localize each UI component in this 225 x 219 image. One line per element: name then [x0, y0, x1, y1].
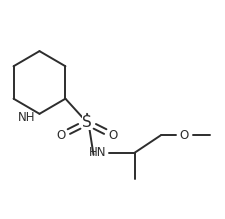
Text: NH: NH [18, 111, 35, 124]
Text: S: S [82, 115, 92, 130]
Text: O: O [56, 129, 65, 142]
Text: O: O [179, 129, 188, 142]
Text: HN: HN [89, 146, 106, 159]
Text: O: O [108, 129, 117, 142]
